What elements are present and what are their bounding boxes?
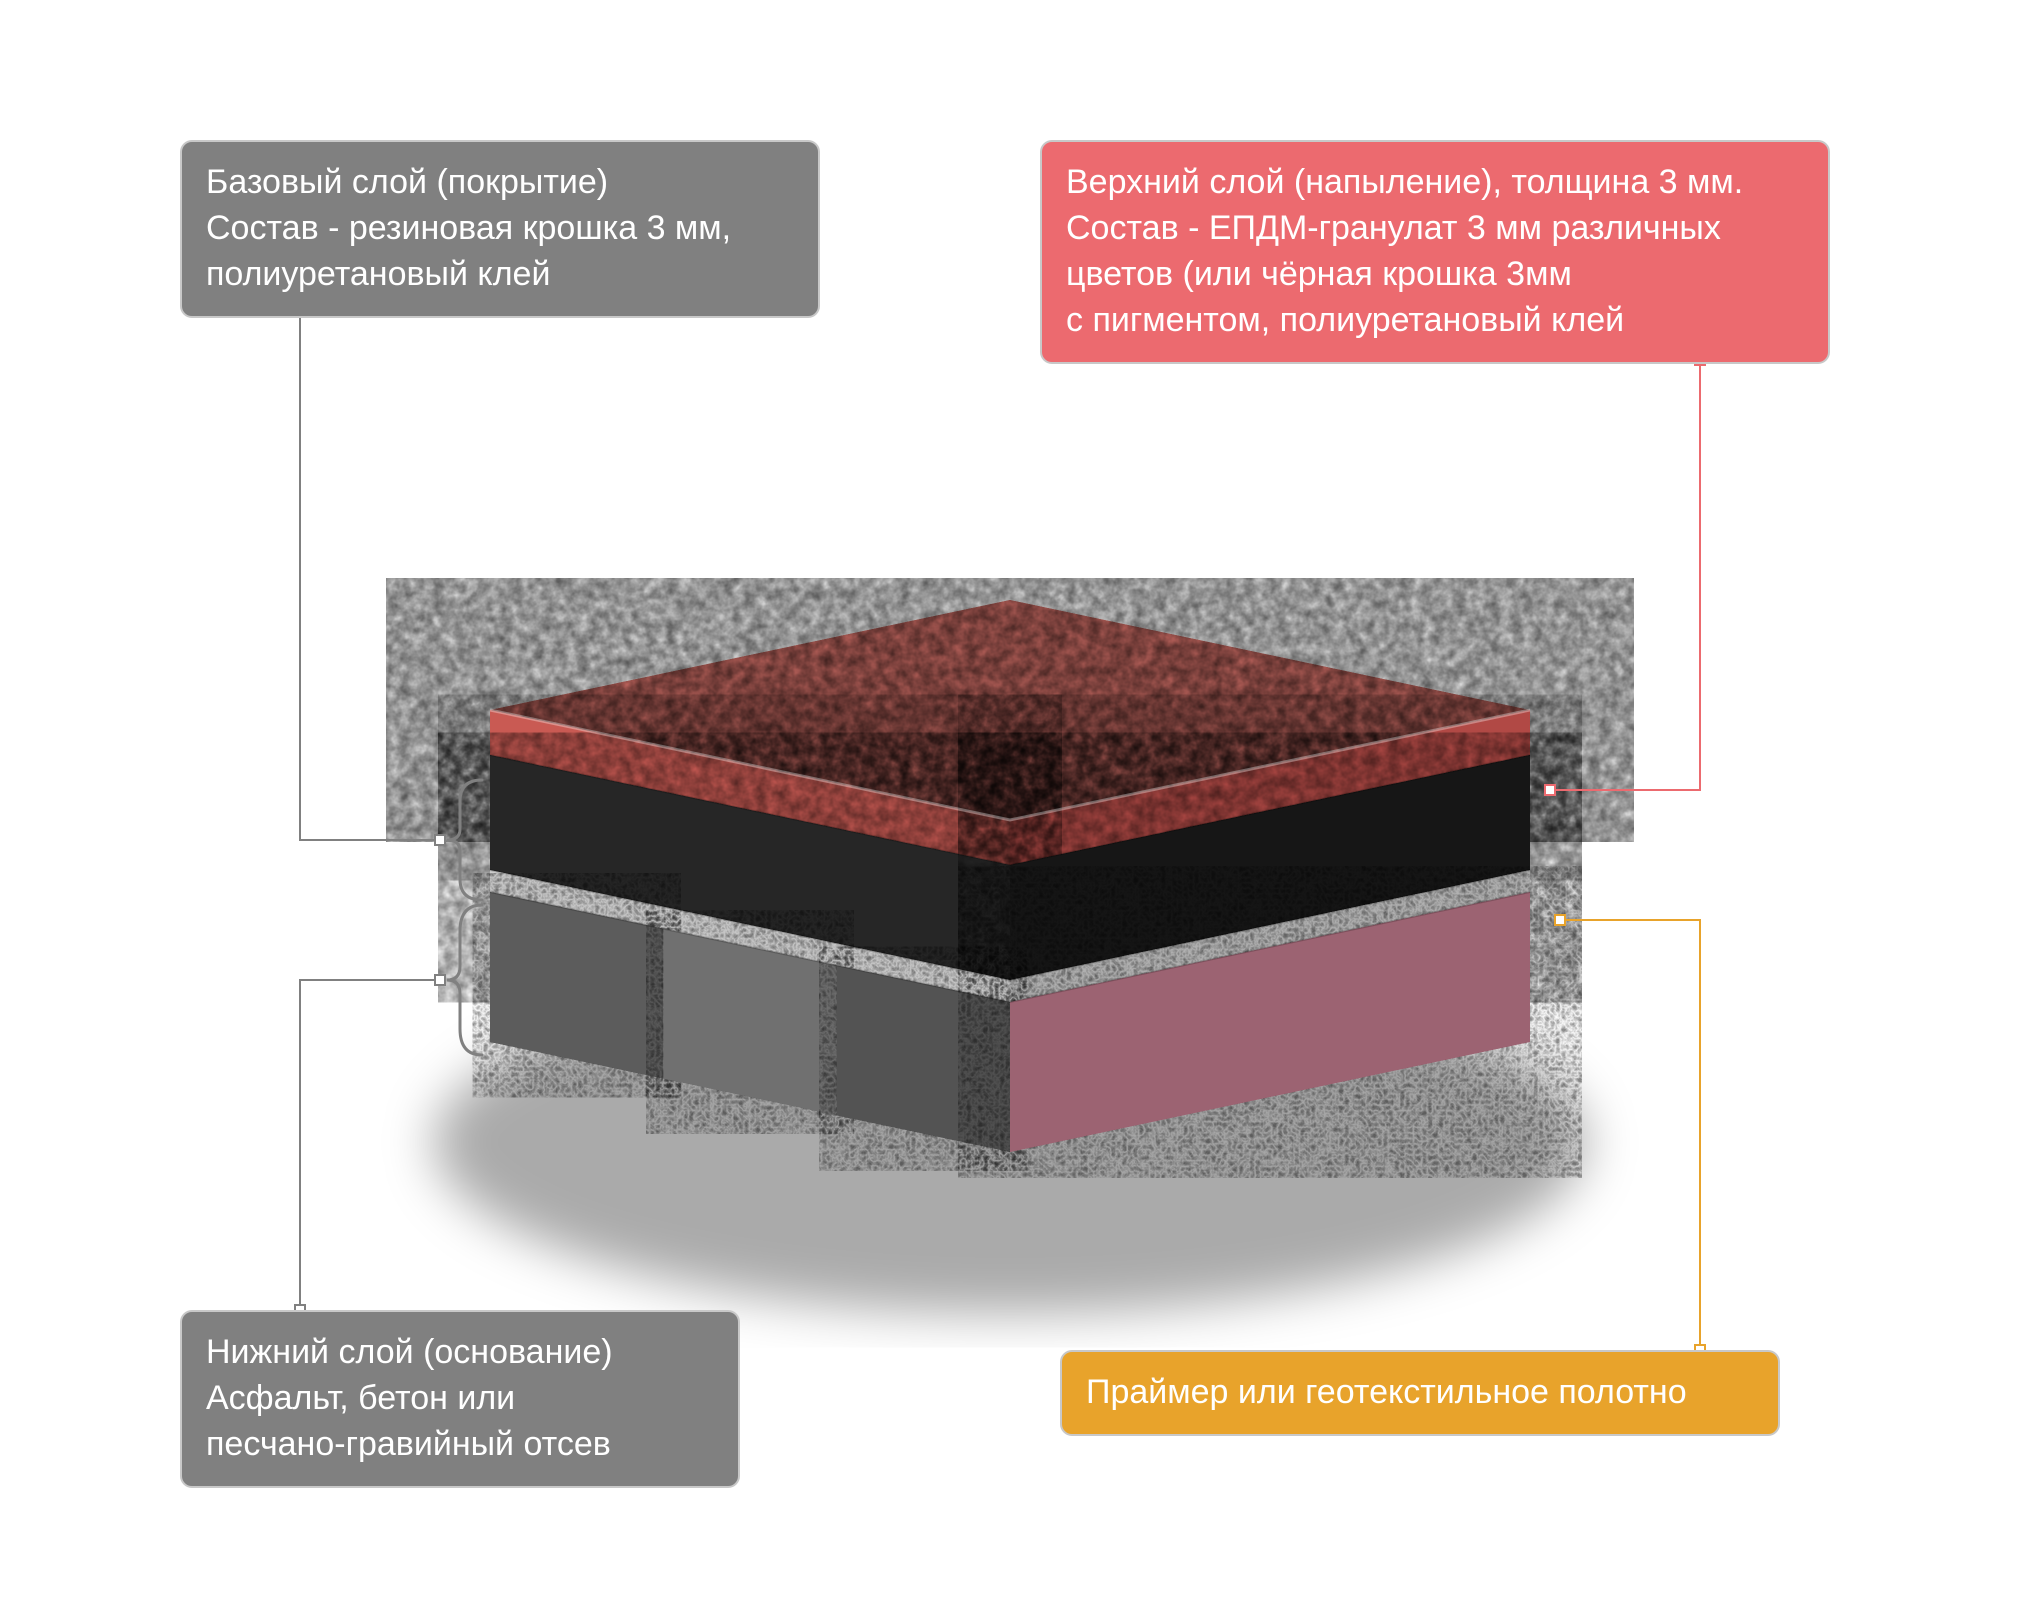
callout-bottom-layer: Нижний слой (основание) Асфальт, бетон и…: [180, 1310, 740, 1488]
callout-base-layer: Базовый слой (покрытие) Состав - резинов…: [180, 140, 820, 318]
brace: [447, 780, 482, 900]
brace: [447, 905, 482, 1055]
callout-top-layer: Верхний слой (напыление), толщина 3 мм. …: [1040, 140, 1830, 364]
callout-primer: Праймер или геотекстильное полотно: [1060, 1350, 1780, 1436]
layer-block: [434, 600, 1586, 1313]
